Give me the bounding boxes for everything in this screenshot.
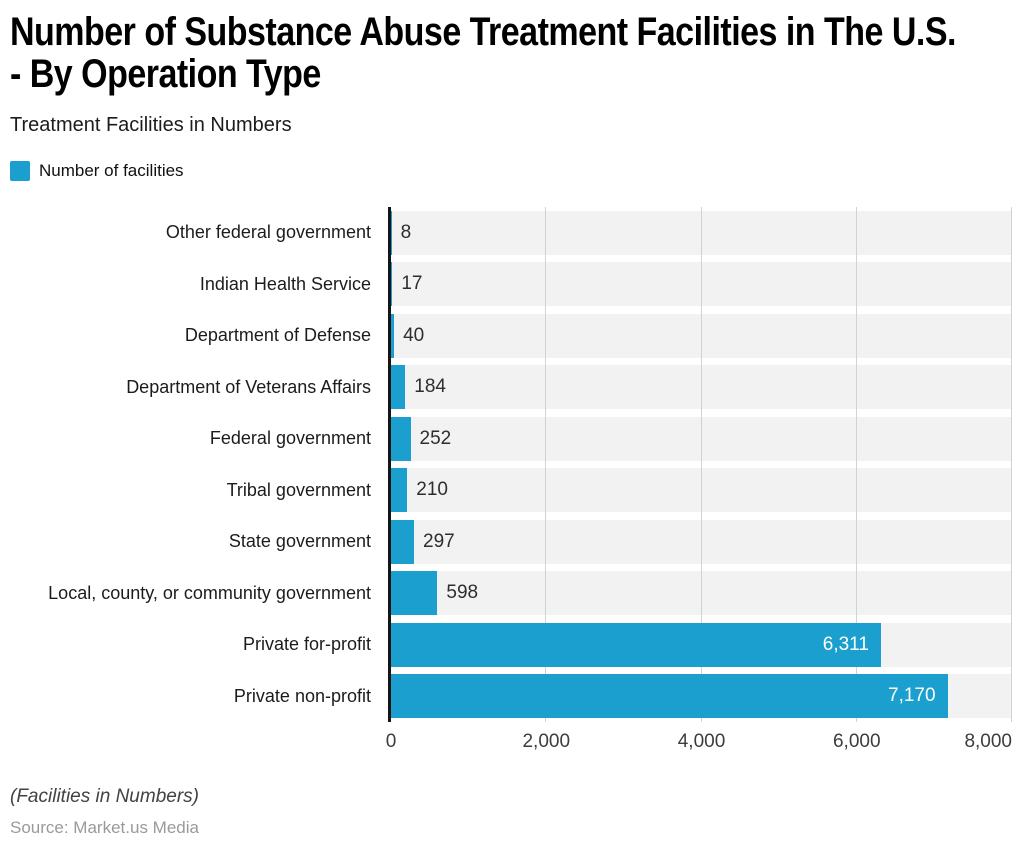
- row-track: 252: [391, 416, 1012, 461]
- row-track: 297: [391, 519, 1012, 564]
- row-track: 8: [391, 210, 1012, 255]
- value-label: 184: [414, 376, 446, 398]
- page-title-line-1: Number of Substance Abuse Treatment Faci…: [10, 10, 956, 54]
- bar[interactable]: [391, 210, 392, 255]
- legend-label: Number of facilities: [39, 161, 184, 180]
- x-tick-label: 4,000: [677, 731, 726, 752]
- value-label: 17: [401, 273, 423, 295]
- category-label: Private non-profit: [233, 685, 371, 706]
- row-track: 17: [391, 262, 1012, 307]
- x-tick-label: 0: [385, 731, 397, 752]
- bar-row: State government 297: [0, 516, 1024, 568]
- bar-row: Other federal government 8: [0, 207, 1024, 259]
- category-label: Tribal government: [226, 479, 371, 500]
- bar-row: Department of Defense 40: [0, 310, 1024, 362]
- category-label: State government: [228, 531, 371, 552]
- legend-item[interactable]: Number of facilities: [10, 161, 1014, 181]
- bar[interactable]: [391, 416, 411, 461]
- value-label: 6,311: [822, 633, 869, 655]
- bar[interactable]: [391, 365, 406, 410]
- row-track: 6,311: [391, 622, 1012, 667]
- bar[interactable]: [391, 622, 881, 667]
- chart-header: Number of Substance Abuse Treatment Faci…: [0, 0, 1024, 181]
- bar-chart: Other federal government 8 Indian Health S…: [0, 207, 1024, 722]
- x-tick-label: 6,000: [832, 731, 881, 752]
- category-label: Private for-profit: [242, 634, 371, 655]
- bar-row: Private for-profit 6,311: [0, 619, 1024, 671]
- value-label: 210: [416, 479, 448, 501]
- category-label: Department of Defense: [184, 325, 371, 346]
- row-track: 210: [391, 468, 1012, 513]
- bar-row: Local, county, or community government 59…: [0, 568, 1024, 620]
- row-track: 40: [391, 313, 1012, 358]
- category-label: Local, county, or community government: [48, 582, 371, 603]
- value-label: 7,170: [888, 685, 936, 707]
- chart-subtitle: Treatment Facilities in Numbers: [10, 114, 292, 136]
- page-title-line-2: - By Operation Type: [10, 52, 321, 96]
- bar-row: Department of Veterans Affairs 184: [0, 362, 1024, 414]
- bar-row: Indian Health Service 17: [0, 259, 1024, 311]
- chart-footer: (Facilities in Numbers) Source: Market.u…: [10, 786, 1024, 838]
- bar-row: Tribal government 210: [0, 465, 1024, 517]
- bar[interactable]: [391, 571, 438, 616]
- row-track: 184: [391, 365, 1012, 410]
- bar[interactable]: [391, 262, 393, 307]
- category-label: Indian Health Service: [199, 273, 371, 294]
- x-tick-label: 2,000: [522, 731, 571, 752]
- category-label: Department of Veterans Affairs: [126, 376, 371, 397]
- bar[interactable]: [391, 519, 415, 564]
- row-track: 598: [391, 571, 1012, 616]
- value-label: 252: [419, 427, 452, 449]
- value-label: 297: [423, 530, 455, 552]
- y-axis-line: [388, 207, 391, 722]
- legend-swatch-icon: [10, 161, 30, 181]
- category-label: Federal government: [209, 428, 371, 449]
- value-label: 8: [400, 221, 412, 243]
- x-axis: 0 2,000 4,000 6,000 8,000: [386, 722, 1012, 762]
- footer-note: (Facilities in Numbers): [10, 786, 199, 807]
- bar[interactable]: [391, 674, 948, 719]
- bar-row: Private non-profit 7,170: [0, 671, 1024, 723]
- chart-rows: Other federal government 8 Indian Health S…: [0, 207, 1024, 722]
- bar-row: Federal government 252: [0, 413, 1024, 465]
- footer-source: Source: Market.us Media: [10, 818, 199, 837]
- bar[interactable]: [391, 468, 408, 513]
- row-track: 7,170: [391, 674, 1012, 719]
- x-tick-label: 8,000: [964, 731, 1012, 752]
- value-label: 40: [403, 324, 425, 346]
- bar[interactable]: [391, 313, 395, 358]
- value-label: 598: [446, 582, 479, 604]
- category-label: Other federal government: [165, 222, 371, 243]
